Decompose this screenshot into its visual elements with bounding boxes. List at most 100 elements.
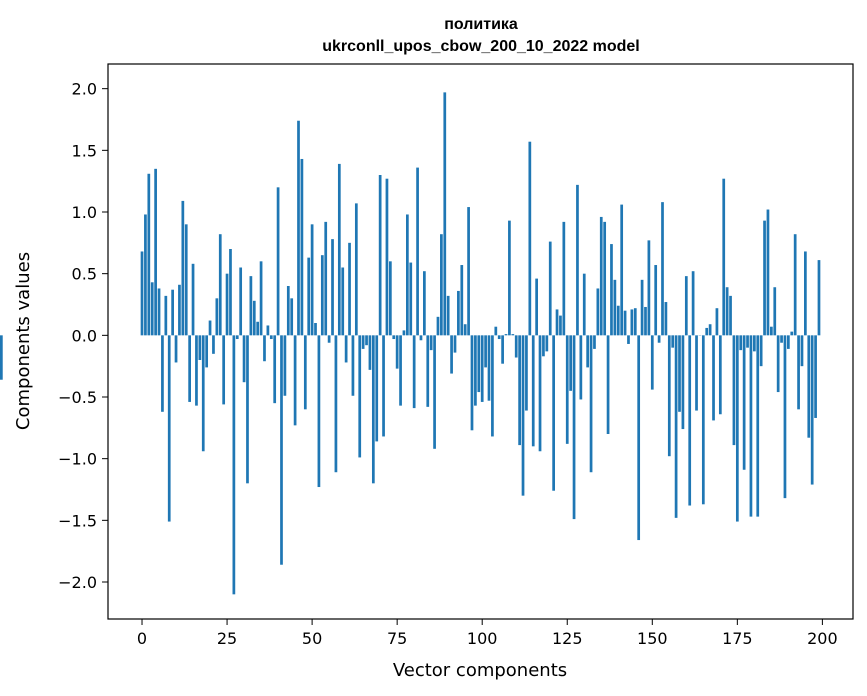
bar	[644, 306, 647, 336]
bar	[763, 220, 766, 336]
x-tick-label: 200	[807, 629, 838, 648]
plot-frame	[107, 63, 854, 620]
bar	[334, 335, 338, 473]
bar	[388, 261, 392, 336]
bar	[531, 335, 535, 447]
bar	[691, 271, 695, 336]
bar	[508, 220, 511, 336]
bar	[443, 92, 447, 336]
bar	[664, 302, 668, 336]
bar	[504, 334, 508, 336]
bar	[402, 330, 406, 336]
bar	[385, 178, 389, 336]
bar	[320, 255, 324, 336]
bar	[484, 335, 487, 368]
bar	[514, 335, 518, 358]
bar	[810, 335, 814, 485]
bar	[552, 335, 555, 491]
bar	[470, 335, 474, 431]
bar	[392, 335, 396, 340]
bar	[807, 335, 811, 438]
bar	[545, 335, 549, 352]
bar	[654, 265, 658, 336]
bar	[440, 234, 443, 336]
bar	[477, 335, 481, 393]
bar	[528, 141, 532, 336]
bar	[759, 335, 763, 367]
bar	[718, 335, 722, 415]
bar	[303, 335, 307, 410]
bar	[460, 265, 464, 336]
bar	[708, 324, 712, 336]
bar	[752, 335, 756, 352]
bar	[188, 335, 191, 402]
bar	[633, 308, 637, 336]
bar	[317, 335, 321, 488]
bar	[371, 335, 375, 484]
bar	[419, 335, 423, 341]
bar	[208, 320, 212, 336]
bar	[412, 335, 416, 409]
bar	[290, 298, 294, 336]
bar	[171, 289, 174, 336]
bar	[406, 214, 409, 336]
bar	[212, 335, 215, 354]
bar	[620, 204, 624, 336]
bar	[249, 276, 253, 336]
bar	[548, 241, 552, 336]
bar	[474, 335, 477, 406]
bar	[307, 257, 311, 336]
bar	[144, 214, 147, 336]
bar	[399, 335, 402, 406]
bar	[610, 244, 613, 336]
bar	[739, 335, 743, 351]
bar	[446, 295, 450, 336]
bar	[242, 335, 246, 383]
bar	[310, 224, 314, 336]
bar	[293, 335, 297, 426]
bar	[246, 335, 249, 484]
bar	[722, 178, 726, 336]
y-tick-label: 2.0	[72, 80, 97, 99]
bar	[817, 260, 821, 336]
bar	[222, 335, 226, 405]
bar	[542, 335, 545, 357]
bar	[555, 309, 559, 336]
bar	[804, 251, 807, 336]
bar	[729, 295, 732, 336]
bar	[327, 335, 331, 343]
bar	[770, 326, 773, 336]
bar	[215, 298, 219, 336]
bar	[178, 284, 181, 336]
bar	[742, 335, 746, 470]
y-tick-label: 0.5	[72, 265, 97, 284]
chart-title-line2: ukrconll_upos_cbow_200_10_2022 model	[322, 38, 639, 55]
bar	[198, 335, 202, 360]
bar	[269, 335, 273, 340]
bar	[589, 335, 593, 473]
bar	[525, 335, 528, 411]
bar	[773, 287, 777, 336]
bar	[596, 288, 600, 336]
y-tick-label: 0.0	[72, 326, 97, 345]
bar	[235, 335, 239, 340]
bar	[0, 335, 3, 380]
bar	[582, 273, 586, 336]
bar	[453, 335, 457, 353]
bar	[273, 335, 277, 404]
y-tick-label: 1.0	[72, 203, 97, 222]
bar	[351, 335, 355, 396]
bar	[776, 335, 780, 393]
bar	[297, 120, 300, 336]
bar	[167, 335, 171, 522]
bar	[712, 335, 715, 421]
bar	[181, 200, 185, 336]
bar	[599, 216, 603, 336]
bar	[746, 335, 749, 348]
bar	[559, 315, 562, 336]
x-tick-label: 25	[217, 629, 237, 648]
bar	[674, 335, 678, 518]
bar	[164, 295, 168, 336]
bar	[535, 278, 538, 336]
bar	[283, 335, 287, 396]
